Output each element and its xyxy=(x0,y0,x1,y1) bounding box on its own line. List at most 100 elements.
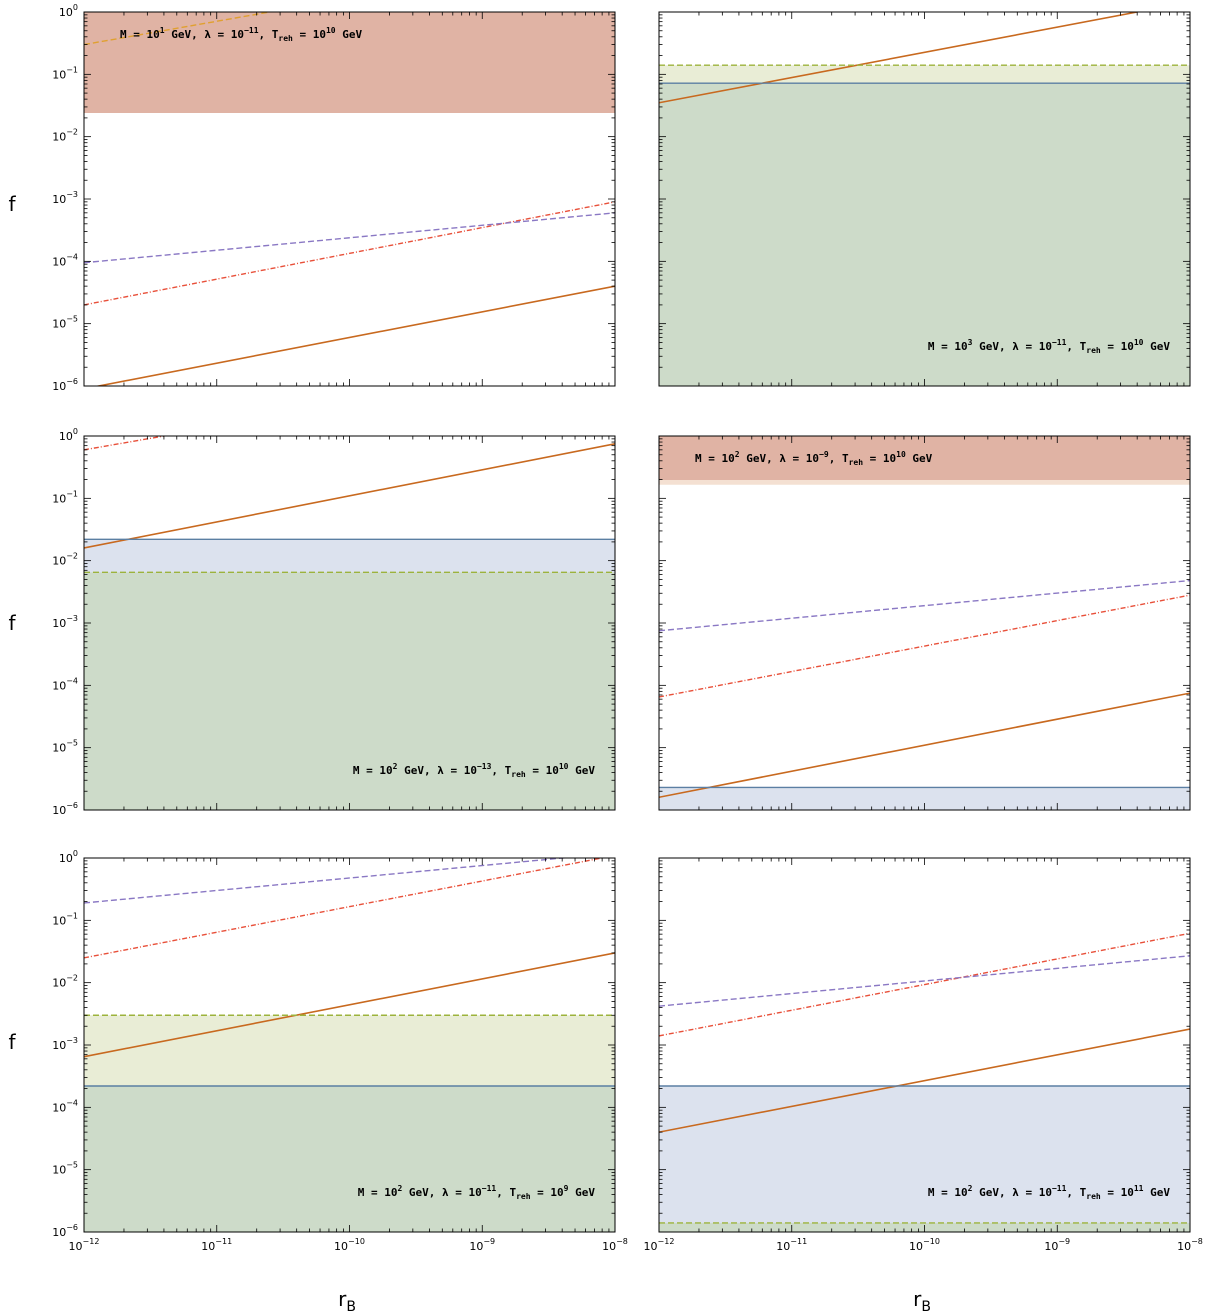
series-line-brown-solid xyxy=(659,12,1138,104)
series-line-purple-dashed xyxy=(659,955,1190,1007)
y-tick-base: 10 xyxy=(52,318,66,331)
xlabel-right-sub: B xyxy=(921,1299,931,1315)
annotation-part: = 10 xyxy=(863,452,896,465)
y-tick-base: 10 xyxy=(52,742,66,755)
ticks xyxy=(83,857,616,1233)
series-line-purple-dashed xyxy=(84,212,615,264)
annotation-part: M = 10 xyxy=(120,28,160,41)
annotation-part: −11 xyxy=(1052,1184,1067,1193)
plot-area xyxy=(659,12,1190,386)
annotation-part: reh xyxy=(511,770,526,779)
annotation-part: GeV, λ = 10 xyxy=(972,340,1051,353)
ticks xyxy=(83,435,616,811)
y-tick-base: 10 xyxy=(52,914,66,927)
annotation-part: = 10 xyxy=(1101,340,1134,353)
annotation-part: M = 10 xyxy=(695,452,735,465)
ticks xyxy=(83,11,616,387)
x-tick-label: 10−10 xyxy=(909,1237,940,1253)
y-tick-label: 10−5 xyxy=(52,739,78,755)
panel-annotation: M = 103 GeV, λ = 10−11, Treh = 1010 GeV xyxy=(928,338,1170,355)
x-tick-label: 10−8 xyxy=(602,1237,628,1253)
y-tick-label: 10−2 xyxy=(52,974,78,990)
series-line-purple-dashed xyxy=(84,858,570,904)
region-overlap-green-blue xyxy=(659,83,1190,386)
annotation-part: GeV xyxy=(1144,1186,1171,1199)
xlabel-left-sub: B xyxy=(346,1299,356,1315)
y-tick-exp: −4 xyxy=(66,252,78,261)
x-tick-exp: −8 xyxy=(1191,1237,1203,1246)
annotation-part: 10 xyxy=(1134,338,1144,347)
annotation-part: 2 xyxy=(393,762,398,771)
y-tick-exp: −3 xyxy=(66,1036,78,1045)
region-below-blue xyxy=(659,1085,1190,1232)
y-tick-base: 10 xyxy=(52,1101,66,1114)
x-tick-exp: −10 xyxy=(923,1237,940,1246)
series-line-red-dashdot xyxy=(84,436,165,451)
x-tick-exp: −9 xyxy=(1058,1237,1070,1246)
y-tick-label: 10−5 xyxy=(52,315,78,331)
panel-2: M = 103 GeV, λ = 10−11, Treh = 1010 GeV xyxy=(658,11,1191,387)
xlabel-right-main: r xyxy=(913,1287,922,1311)
annotation-part: , T xyxy=(259,28,279,41)
y-tick-label: 100 xyxy=(59,849,78,865)
annotation-part: 10 xyxy=(326,26,336,35)
panel-annotation: M = 102 GeV, λ = 10−11, Treh = 109 GeV xyxy=(358,1184,596,1201)
annotation-part: GeV, λ = 10 xyxy=(402,1186,481,1199)
series-line-brown-solid xyxy=(84,952,615,1058)
annotation-part: −9 xyxy=(819,450,829,459)
series-line-red-dashdot xyxy=(84,201,615,306)
y-tick-exp: −5 xyxy=(66,739,78,748)
y-tick-label: 10−4 xyxy=(52,252,78,268)
panel-frame xyxy=(658,435,1191,811)
x-tick-label: 10−10 xyxy=(334,1237,365,1253)
panel-annotation: M = 102 GeV, λ = 10−9, Treh = 1010 GeV xyxy=(695,450,933,467)
x-tick-base: 10 xyxy=(69,1240,83,1253)
x-tick-label: 10−11 xyxy=(201,1237,232,1253)
annotation-part: , T xyxy=(491,764,511,777)
ylabel-row2: f xyxy=(8,611,16,635)
annotation-part: = 10 xyxy=(526,764,559,777)
y-tick-exp: 0 xyxy=(73,427,78,436)
y-tick-base: 10 xyxy=(52,1039,66,1052)
x-tick-label: 10−8 xyxy=(1177,1237,1203,1253)
annotation-part: 10 xyxy=(896,450,906,459)
panel-4: M = 102 GeV, λ = 10−9, Treh = 1010 GeV xyxy=(658,435,1191,811)
y-tick-base: 10 xyxy=(59,430,73,443)
y-tick-label: 10−4 xyxy=(52,676,78,692)
annotation-part: reh xyxy=(1086,346,1101,355)
y-tick-exp: −3 xyxy=(66,190,78,199)
panel-annotation: M = 102 GeV, λ = 10−13, Treh = 1010 GeV xyxy=(353,762,595,779)
annotation-part: 9 xyxy=(564,1184,569,1193)
plot-area xyxy=(84,858,615,1232)
annotation-part: = 10 xyxy=(293,28,326,41)
x-tick-exp: −12 xyxy=(83,1237,100,1246)
y-tick-label: 10−3 xyxy=(52,614,78,630)
ylabel-row1: f xyxy=(8,192,16,216)
annotation-part: GeV xyxy=(1144,340,1171,353)
annotation-part: 10 xyxy=(559,762,569,771)
y-tick-base: 10 xyxy=(52,492,66,505)
annotation-part: GeV, λ = 10 xyxy=(165,28,244,41)
series-line-red-dashdot xyxy=(659,932,1190,1037)
x-tick-exp: −8 xyxy=(616,1237,628,1246)
y-tick-exp: −3 xyxy=(66,614,78,623)
series-line-brown-solid xyxy=(94,285,615,386)
y-tick-exp: −1 xyxy=(66,489,78,498)
y-tick-exp: −6 xyxy=(66,1223,78,1232)
y-tick-base: 10 xyxy=(52,68,66,81)
ylabel-row3: f xyxy=(8,1030,16,1054)
annotation-part: , T xyxy=(829,452,849,465)
x-tick-exp: −11 xyxy=(215,1237,232,1246)
annotation-part: 1 xyxy=(160,26,165,35)
y-tick-base: 10 xyxy=(52,255,66,268)
y-tick-exp: −1 xyxy=(66,911,78,920)
y-tick-base: 10 xyxy=(59,6,73,19)
y-tick-exp: −4 xyxy=(66,676,78,685)
y-tick-base: 10 xyxy=(52,193,66,206)
region-above-purple xyxy=(659,436,1190,481)
region-above-red xyxy=(84,0,615,12)
annotation-part: GeV xyxy=(569,1186,596,1199)
